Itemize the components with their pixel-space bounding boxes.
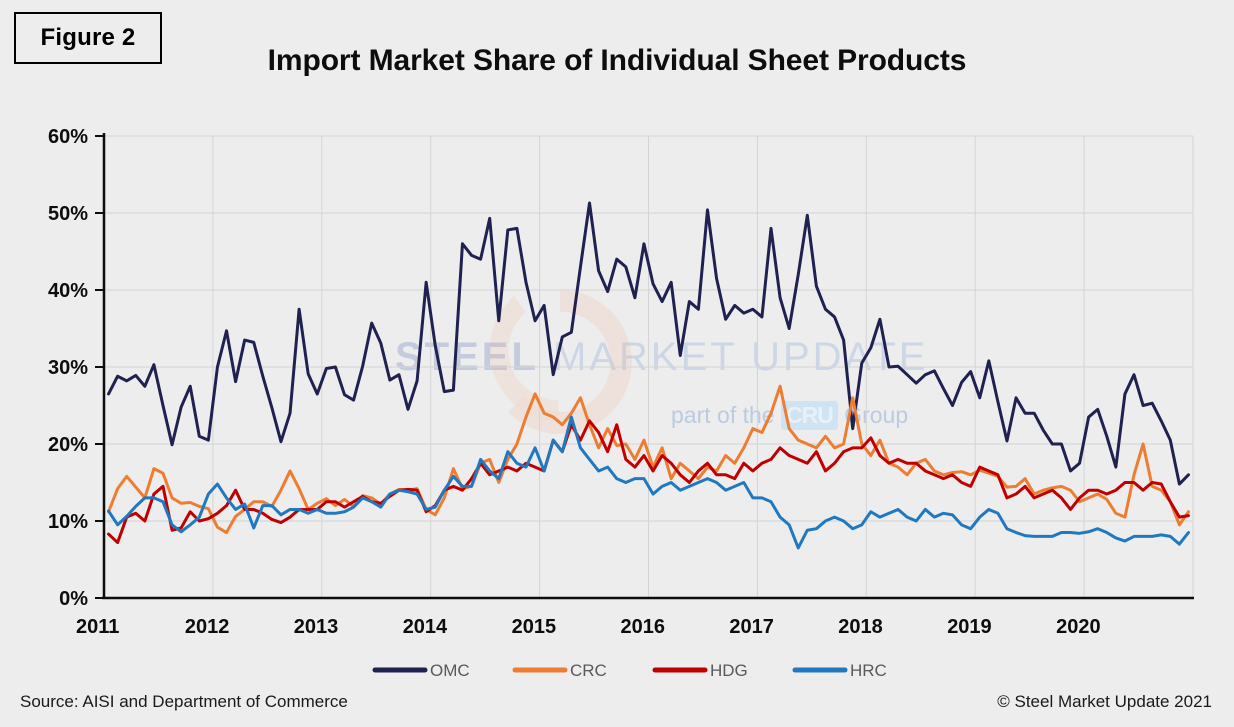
y-tick-label: 20% bbox=[48, 434, 88, 456]
series-line-omc bbox=[107, 201, 1190, 486]
gridlines bbox=[104, 135, 1194, 598]
copyright-note: © Steel Market Update 2021 bbox=[997, 692, 1212, 711]
chart-legend: OMC CRC HDG HRC bbox=[372, 661, 887, 680]
legend-label-crc: CRC bbox=[570, 661, 607, 680]
x-tick-label: 2016 bbox=[621, 616, 666, 638]
x-tick-label: 2017 bbox=[729, 616, 774, 638]
figure-label-text: Figure 2 bbox=[40, 24, 136, 51]
x-tick-label: 2013 bbox=[294, 616, 339, 638]
y-tick-label: 0% bbox=[59, 588, 88, 610]
x-tick-label: 2020 bbox=[1056, 616, 1101, 638]
x-tick-label: 2011 bbox=[76, 616, 119, 638]
x-tick-label: 2018 bbox=[838, 616, 883, 638]
y-tick-label: 50% bbox=[48, 203, 88, 225]
x-tick-label: 2019 bbox=[947, 616, 992, 638]
series-line-crc bbox=[107, 384, 1190, 535]
series-lines bbox=[107, 201, 1190, 550]
y-tick-label: 30% bbox=[48, 357, 88, 379]
x-tick-label: 2014 bbox=[403, 616, 448, 638]
y-tick-label: 60% bbox=[48, 126, 88, 148]
legend-label-hdg: HDG bbox=[710, 661, 748, 680]
x-tick-label: 2012 bbox=[185, 616, 230, 638]
x-tick-label: 2015 bbox=[512, 616, 556, 638]
page-title: Import Market Share of Individual Sheet … bbox=[267, 44, 967, 77]
y-tick-label: 40% bbox=[48, 280, 88, 302]
axes bbox=[95, 133, 1194, 600]
y-tick-label: 10% bbox=[48, 511, 88, 533]
series-line-hrc bbox=[107, 415, 1190, 550]
figure-label-box: Figure 2 bbox=[14, 12, 162, 64]
series-line-hdg bbox=[107, 419, 1190, 545]
x-axis-labels: 2011 2012 2013 2014 2015 2016 2017 2018 2019 2020 bbox=[76, 616, 1101, 638]
y-axis-labels: 0% 10% 20% 30% 40% 50% 60% bbox=[48, 126, 88, 610]
legend-label-omc: OMC bbox=[430, 661, 470, 680]
logo-watermark-icon bbox=[489, 290, 632, 434]
source-note: Source: AISI and Department of Commerce bbox=[20, 692, 348, 711]
legend-label-hrc: HRC bbox=[850, 661, 887, 680]
